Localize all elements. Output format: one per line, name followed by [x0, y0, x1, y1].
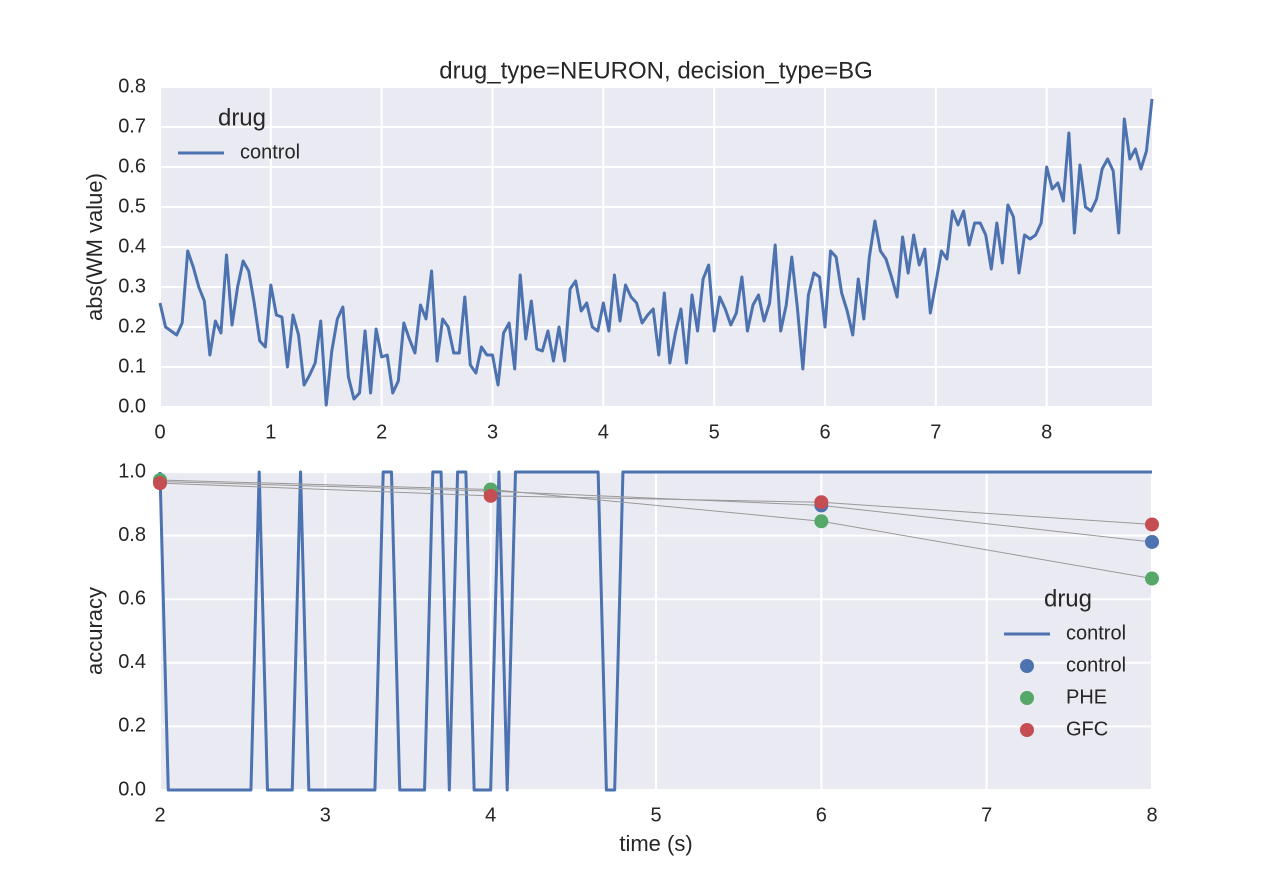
legend-title: drug [218, 104, 266, 131]
chart-title: drug_type=NEURON, decision_type=BG [439, 57, 873, 84]
legend-marker [1020, 691, 1034, 705]
x-tick-label: 3 [320, 804, 331, 826]
x-tick-label: 1 [265, 421, 276, 443]
y-tick-label: 1.0 [118, 460, 146, 482]
data-point [814, 495, 829, 510]
data-point [1145, 571, 1159, 586]
y-tick-label: 0.8 [118, 524, 146, 546]
data-point [1145, 534, 1159, 549]
y-tick-label: 0.3 [118, 275, 146, 297]
x-tick-label: 8 [1146, 804, 1157, 826]
data-line [158, 470, 1152, 792]
data-point [153, 476, 167, 491]
x-tick-label: 4 [485, 804, 496, 826]
legend-marker [1020, 723, 1034, 737]
legend-label: control [1066, 622, 1126, 644]
x-tick-label: 8 [1041, 421, 1052, 443]
x-tick-label: 5 [650, 804, 661, 826]
x-tick-label: 0 [154, 421, 165, 443]
legend-title: drug [1044, 585, 1092, 612]
data-point [814, 514, 829, 529]
connector-line [159, 479, 1153, 580]
y-tick-label: 0.0 [118, 778, 146, 800]
x-tick-label: 4 [598, 421, 609, 443]
connector-line [159, 481, 1153, 543]
y-axis-label: accuracy [82, 587, 107, 675]
y-tick-label: 0.4 [118, 235, 146, 257]
y-tick-label: 0.2 [118, 715, 146, 737]
x-tick-label: 7 [981, 804, 992, 826]
data-line [158, 98, 1154, 407]
y-tick-label: 0.6 [118, 587, 146, 609]
x-tick-label: 6 [819, 421, 830, 443]
x-tick-label: 5 [709, 421, 720, 443]
y-tick-label: 0.0 [118, 395, 146, 417]
x-tick-label: 2 [154, 804, 165, 826]
connector-line [159, 482, 1153, 525]
x-tick-label: 6 [816, 804, 827, 826]
legend-label: GFC [1066, 718, 1108, 740]
y-tick-label: 0.6 [118, 155, 146, 177]
y-axis-label: abs(WM value) [82, 173, 107, 321]
legend-label: control [1066, 654, 1126, 676]
legend-marker [1020, 659, 1034, 673]
x-tick-label: 2 [376, 421, 387, 443]
y-tick-label: 0.7 [118, 115, 146, 137]
data-point [1145, 517, 1159, 532]
x-tick-label: 3 [487, 421, 498, 443]
x-axis-label: time (s) [619, 831, 692, 856]
x-tick-label: 7 [930, 421, 941, 443]
y-tick-label: 0.5 [118, 195, 146, 217]
y-tick-label: 0.4 [118, 651, 146, 673]
legend-label: PHE [1066, 686, 1107, 708]
data-point [483, 488, 498, 503]
y-tick-label: 0.2 [118, 315, 146, 337]
legend-label: control [240, 141, 300, 163]
y-tick-label: 0.8 [118, 75, 146, 97]
y-tick-label: 0.1 [118, 355, 146, 377]
